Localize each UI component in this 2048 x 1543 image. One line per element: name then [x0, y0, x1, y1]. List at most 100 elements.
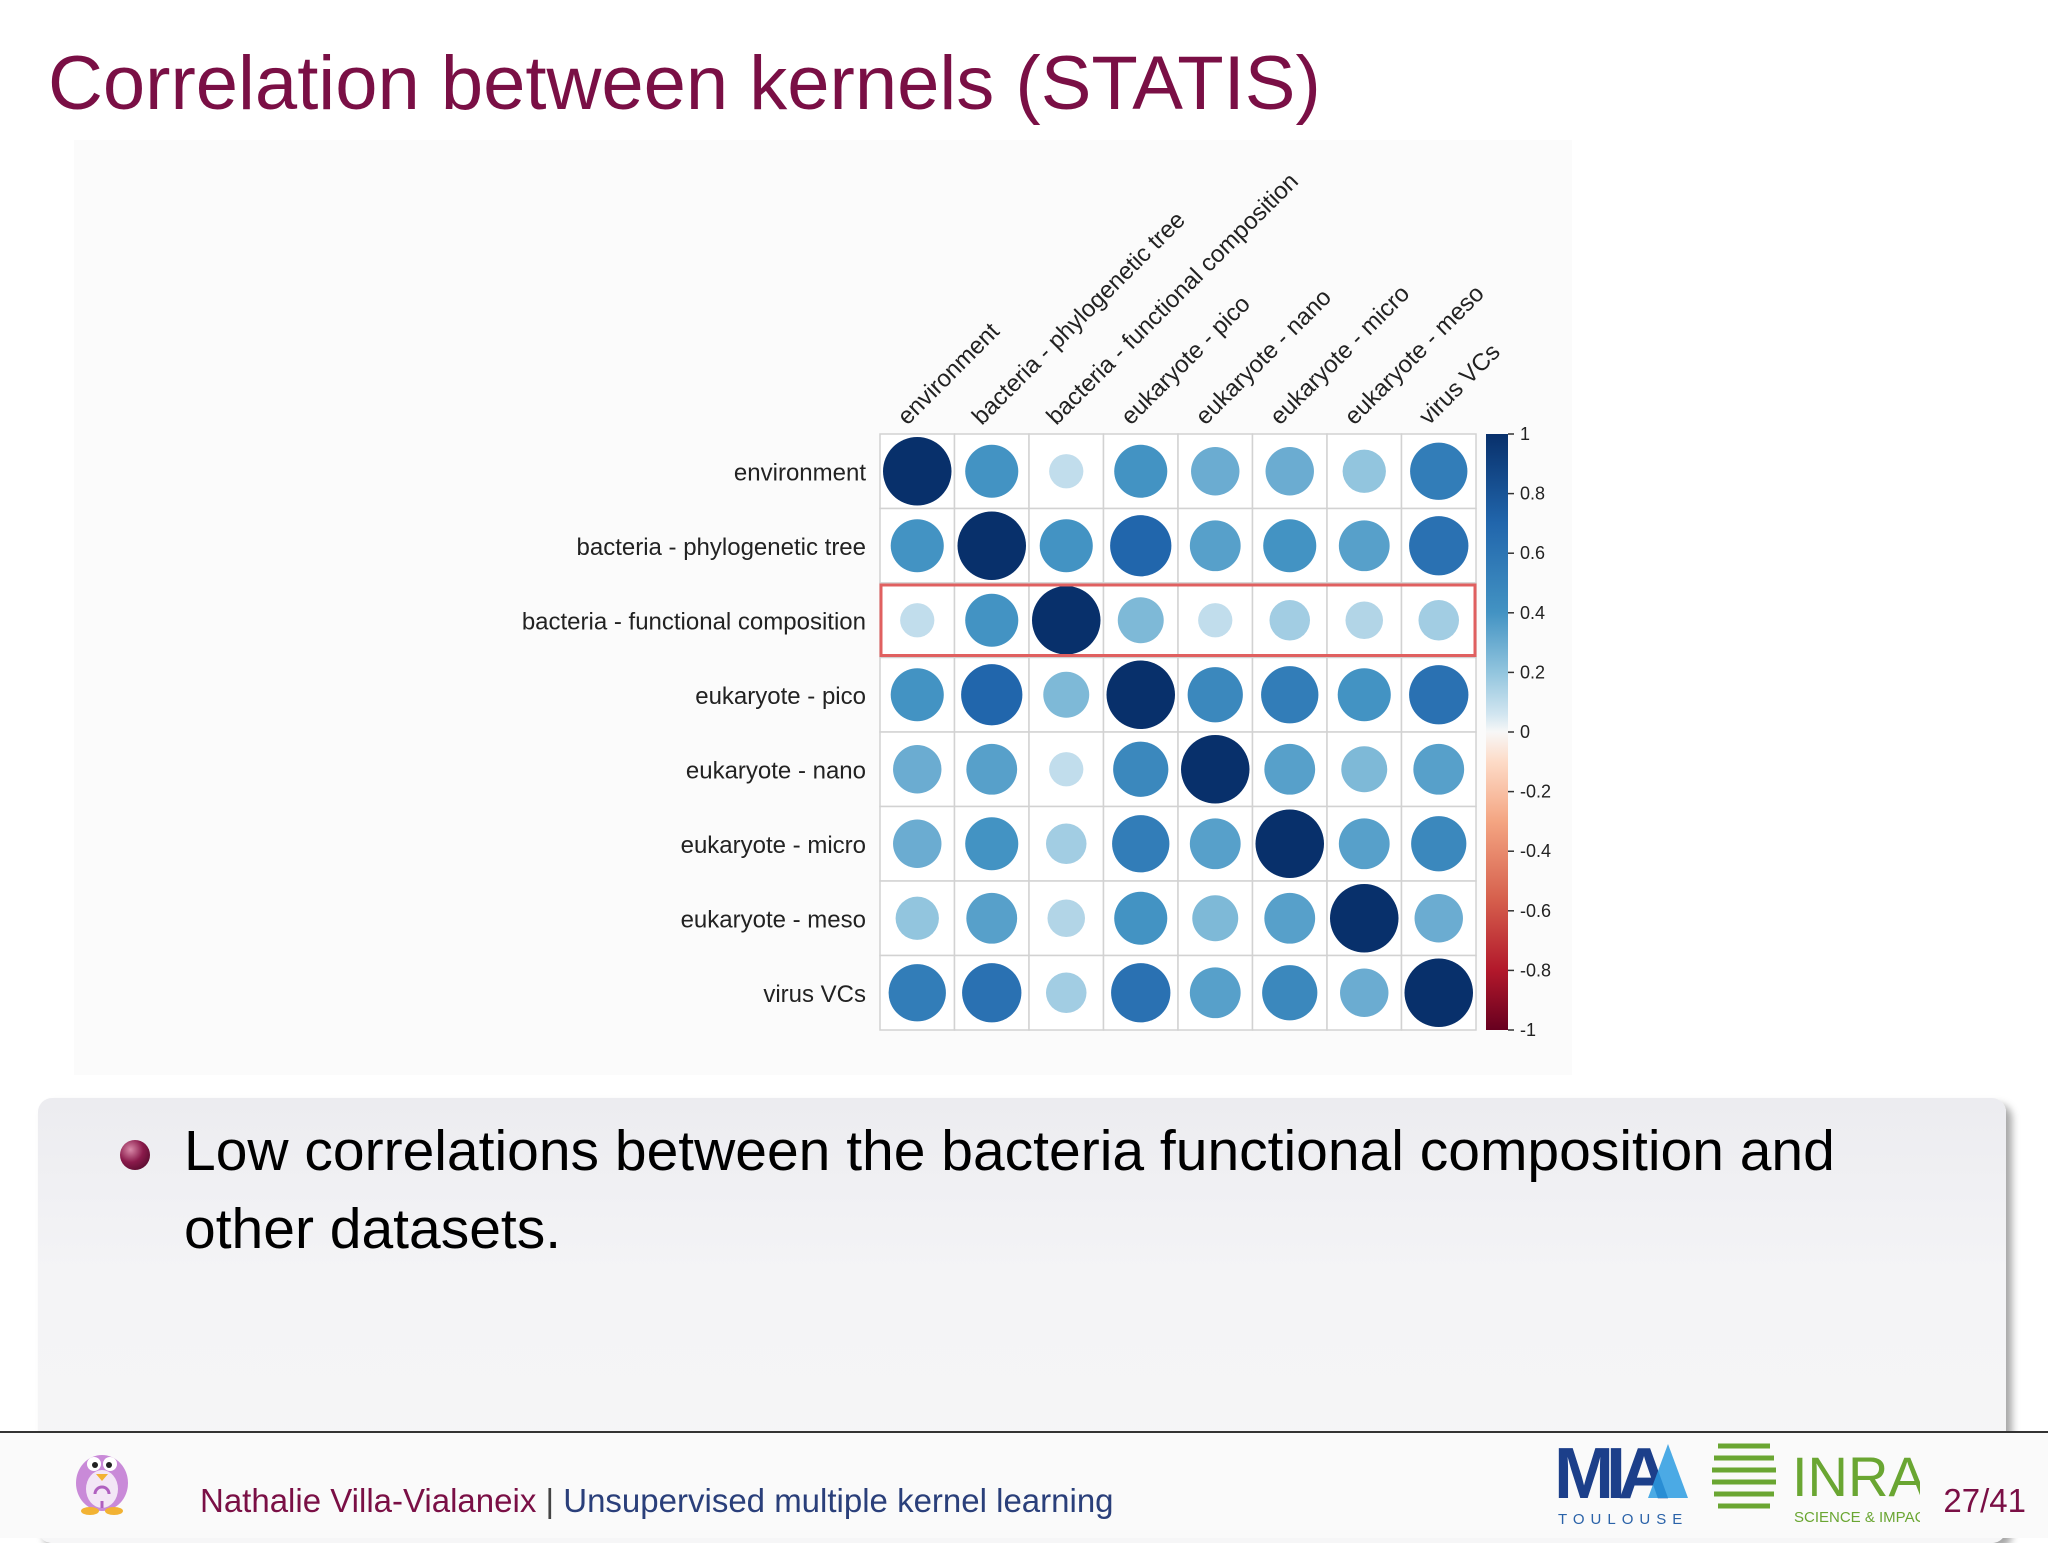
corr-circle	[1404, 958, 1473, 1027]
footer-text: Nathalie Villa-Vialaneix | Unsupervised …	[200, 1482, 1114, 1520]
corr-circle	[1414, 894, 1463, 943]
colorbar-tick-label: 0.4	[1520, 603, 1545, 623]
corr-circle	[1409, 665, 1469, 725]
mia-logo-text: MIA	[1554, 1436, 1669, 1514]
corr-circle	[893, 745, 942, 794]
corr-circle	[893, 819, 942, 868]
corr-circle	[1340, 968, 1389, 1017]
corr-circle	[965, 817, 1019, 871]
colorbar-gradient	[1486, 434, 1508, 1030]
corr-circle	[1255, 809, 1324, 878]
corr-circle	[1263, 519, 1317, 573]
corr-circle	[1269, 599, 1311, 641]
inra-logo-text: INRA	[1792, 1445, 1920, 1508]
corr-circle	[1181, 735, 1250, 804]
colorbar-tick-label: -1	[1520, 1020, 1536, 1040]
colorbar-tick-label: 1	[1520, 424, 1530, 444]
corr-circle	[957, 511, 1026, 580]
corr-circle	[883, 437, 952, 506]
corr-circle	[1189, 967, 1241, 1019]
corr-circle	[1338, 520, 1390, 572]
corr-circle	[1409, 516, 1469, 576]
penguin-logo-icon	[76, 1455, 128, 1515]
footer-separator: |	[545, 1482, 555, 1519]
corr-circle	[1049, 752, 1084, 787]
row-label: virus VCs	[763, 981, 866, 1008]
corr-circle	[1341, 746, 1388, 793]
corr-circle	[1187, 667, 1243, 723]
row-label: eukaryote - meso	[681, 906, 866, 933]
corr-circle	[1264, 892, 1316, 944]
inra-logo-caption: SCIENCE & IMPACT	[1794, 1509, 1920, 1526]
corr-circle	[1117, 597, 1164, 644]
footer-bar	[0, 1431, 2048, 1538]
column-label: eukaryote - nano	[1190, 284, 1336, 430]
corr-circle	[961, 664, 1023, 726]
corr-circle	[1413, 743, 1465, 795]
mia-logo-caption: TOULOUSE	[1558, 1511, 1688, 1528]
corr-circle	[1338, 818, 1390, 870]
colorbar-tick-label: 0.2	[1520, 662, 1545, 682]
corr-circle	[1111, 963, 1171, 1023]
corr-circle	[1262, 965, 1318, 1021]
colorbar-tick-label: 0.8	[1520, 484, 1545, 504]
mia-logo: MIA TOULOUSE	[1554, 1436, 1688, 1528]
bullet-text: Low correlations between the bacteria fu…	[184, 1119, 1835, 1261]
corr-circle	[1045, 972, 1087, 1014]
corr-circle	[1045, 823, 1087, 865]
corr-circle	[1106, 660, 1175, 729]
colorbar-tick-label: 0	[1520, 722, 1530, 742]
colorbar-tick-label: -0.2	[1520, 782, 1551, 802]
corr-circle	[1032, 586, 1101, 655]
row-label: eukaryote - nano	[686, 757, 866, 784]
inra-logo: INRA SCIENCE & IMPACT	[1712, 1443, 1920, 1526]
corr-circle	[1112, 815, 1170, 873]
column-label: eukaryote - pico	[1116, 290, 1256, 430]
colorbar-tick-label: -0.4	[1520, 841, 1551, 861]
corr-circle	[1410, 442, 1468, 500]
corr-circle	[1113, 741, 1169, 797]
corr-circle	[900, 603, 935, 638]
colorbar-tick-label: 0.6	[1520, 543, 1545, 563]
colorbar-tick-label: -0.8	[1520, 960, 1551, 980]
corr-circle	[890, 519, 944, 573]
corr-circle	[1189, 818, 1241, 870]
footer-talk-title: Unsupervised multiple kernel learning	[563, 1482, 1114, 1519]
highlight-box	[879, 583, 1477, 657]
corr-circle	[1265, 447, 1314, 496]
corr-circle	[1418, 599, 1460, 641]
corr-circle	[895, 896, 939, 940]
corr-circle	[1345, 601, 1384, 640]
bullet-marker-icon	[120, 1140, 150, 1170]
corr-circle	[1337, 668, 1391, 722]
corr-circle	[1192, 895, 1239, 942]
corr-circle	[1261, 666, 1319, 724]
column-label: eukaryote - micro	[1265, 280, 1415, 430]
corr-circle	[1043, 671, 1090, 718]
row-label: eukaryote - pico	[695, 683, 866, 710]
corr-circle	[1039, 519, 1093, 573]
corr-circle	[1189, 520, 1241, 572]
corr-circle	[1191, 447, 1240, 496]
correlation-plot: environment bacteria - phylogenetic tree b…	[522, 168, 1551, 1040]
corr-circle	[966, 892, 1018, 944]
corr-circle	[1198, 603, 1233, 638]
footer-author: Nathalie Villa-Vialaneix	[200, 1482, 537, 1519]
corr-circle	[1114, 444, 1168, 498]
corr-circle	[1330, 884, 1399, 953]
corr-circle	[1110, 515, 1172, 577]
colorbar: 1 0.8 0.6 0.4 0.2 0 -0.2 -0.4 -0.6 -0.8 -1	[1486, 424, 1551, 1040]
row-label: environment	[734, 459, 866, 486]
corr-circle	[1047, 899, 1086, 938]
corr-circle	[962, 963, 1022, 1023]
corr-circle	[965, 444, 1019, 498]
colorbar-tick-label: -0.6	[1520, 901, 1551, 921]
corr-circle	[1114, 891, 1168, 945]
corr-circle	[966, 743, 1018, 795]
row-label: bacteria - phylogenetic tree	[577, 534, 867, 561]
corr-circle	[890, 668, 944, 722]
column-label: eukaryote - meso	[1339, 280, 1489, 430]
corr-circle	[1411, 816, 1467, 872]
corr-circle	[1049, 454, 1084, 489]
corr-circle	[1264, 743, 1316, 795]
